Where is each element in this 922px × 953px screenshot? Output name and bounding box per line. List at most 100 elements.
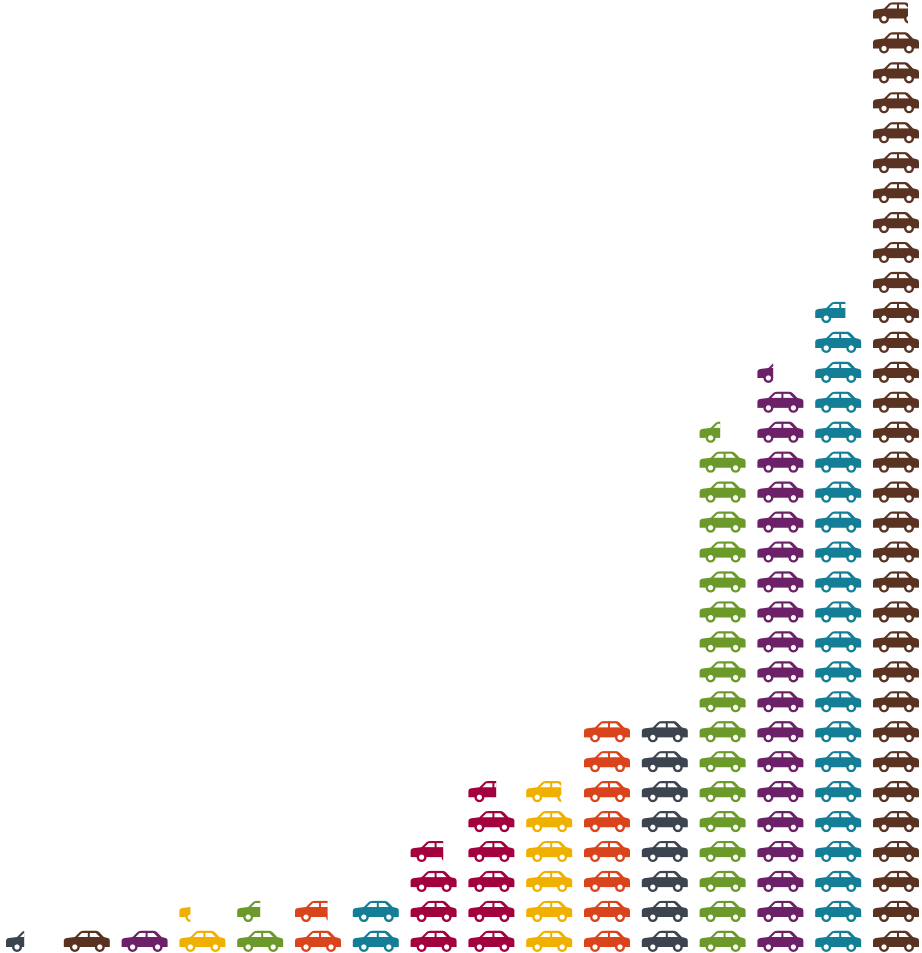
- car-icon: [468, 841, 514, 861]
- car-wheel: [501, 823, 509, 831]
- car-wheel: [905, 254, 913, 262]
- car-wheel: [905, 45, 913, 53]
- car-wheel: [790, 614, 798, 622]
- car-wheel: [880, 194, 888, 202]
- car-wheel: [790, 584, 798, 592]
- car-wheel: [558, 913, 566, 921]
- car-icon: [873, 332, 919, 352]
- car-wheel: [558, 793, 566, 801]
- car-wheel: [649, 913, 657, 921]
- car-icon: [584, 931, 630, 951]
- car-wheel: [649, 823, 657, 831]
- car-wheel: [707, 494, 715, 502]
- car-wheel: [707, 913, 715, 921]
- car-wheel: [765, 464, 773, 472]
- car-wheel: [790, 823, 798, 831]
- car-wheel: [905, 494, 913, 502]
- car-icon: [757, 571, 803, 591]
- car-icon: [700, 512, 746, 532]
- car-wheel: [591, 734, 599, 742]
- car-wheel: [905, 913, 913, 921]
- car-wheel: [732, 883, 740, 891]
- car-icon: [873, 122, 919, 142]
- car-wheel: [822, 823, 830, 831]
- car-wheel: [707, 883, 715, 891]
- car-icon: [700, 841, 746, 861]
- car-wheel: [822, 584, 830, 592]
- car-wheel: [765, 704, 773, 712]
- car-icon: [642, 751, 688, 771]
- car-wheel: [443, 913, 451, 921]
- car-wheel: [822, 644, 830, 652]
- car-icon: [584, 871, 630, 891]
- car-wheel: [847, 314, 855, 322]
- car-icon: [757, 871, 803, 891]
- car-wheel: [244, 943, 252, 951]
- car-icon: [873, 482, 919, 502]
- car-wheel: [880, 913, 888, 921]
- car-wheel: [674, 913, 682, 921]
- car-wheel: [905, 464, 913, 472]
- car-wheel: [905, 135, 913, 143]
- car-wheel: [822, 883, 830, 891]
- car-icon: [873, 422, 919, 442]
- car-wheel: [707, 524, 715, 532]
- car-wheel: [533, 913, 541, 921]
- car-icon: [642, 901, 688, 921]
- car-icon: [757, 541, 803, 561]
- car-wheel: [822, 614, 830, 622]
- car-wheel: [880, 434, 888, 442]
- car-wheel: [533, 823, 541, 831]
- car-icon: [757, 601, 803, 621]
- car-wheel: [822, 943, 830, 951]
- car-icon: [468, 781, 514, 801]
- car-icon: [584, 781, 630, 801]
- car-wheel: [905, 614, 913, 622]
- car-wheel: [790, 434, 798, 442]
- car-icon: [526, 901, 572, 921]
- car-wheel: [880, 823, 888, 831]
- car-wheel: [616, 913, 624, 921]
- car-icon: [873, 541, 919, 561]
- car-icon: [815, 901, 861, 921]
- pictogram-column: [873, 2, 919, 950]
- car-icon: [757, 721, 803, 741]
- pictogram-column: [179, 901, 225, 951]
- car-wheel: [558, 853, 566, 861]
- car-icon: [411, 871, 457, 891]
- car-icon: [873, 512, 919, 532]
- car-wheel: [790, 793, 798, 801]
- car-icon: [757, 362, 803, 382]
- car-wheel: [880, 584, 888, 592]
- car-wheel: [732, 853, 740, 861]
- car-icon: [526, 811, 572, 831]
- car-wheel: [732, 644, 740, 652]
- car-icon: [757, 931, 803, 951]
- car-icon: [6, 931, 52, 951]
- car-wheel: [674, 793, 682, 801]
- car-wheel: [244, 913, 252, 921]
- car-wheel: [905, 344, 913, 352]
- car-wheel: [847, 644, 855, 652]
- car-wheel: [880, 793, 888, 801]
- car-icon: [757, 422, 803, 442]
- car-wheel: [501, 853, 509, 861]
- car-wheel: [302, 913, 310, 921]
- car-wheel: [533, 853, 541, 861]
- car-icon: [122, 931, 168, 951]
- car-wheel: [790, 524, 798, 532]
- car-wheel: [385, 913, 393, 921]
- car-wheel: [732, 823, 740, 831]
- car-wheel: [501, 913, 509, 921]
- car-wheel: [847, 913, 855, 921]
- car-icon: [815, 721, 861, 741]
- car-icon: [873, 931, 919, 951]
- car-wheel: [501, 943, 509, 951]
- car-wheel: [96, 943, 104, 951]
- car-wheel: [905, 105, 913, 113]
- car-icon: [237, 901, 283, 921]
- car-wheel: [790, 913, 798, 921]
- car-icon: [815, 482, 861, 502]
- car-wheel: [847, 404, 855, 412]
- car-wheel: [765, 374, 773, 382]
